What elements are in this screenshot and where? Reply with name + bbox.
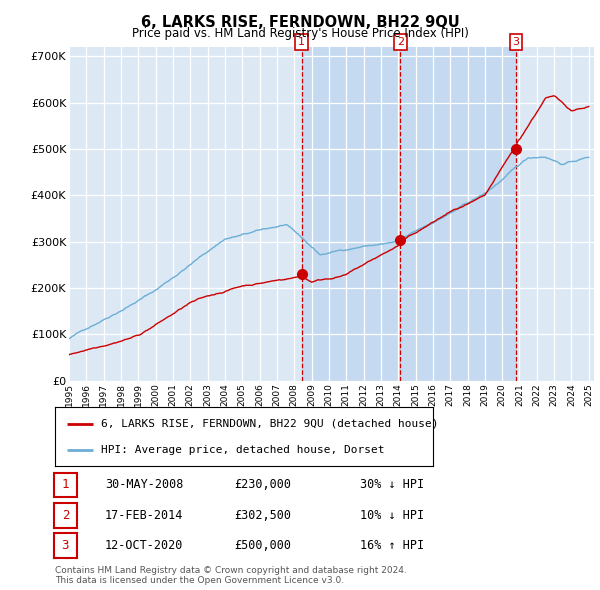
Text: £500,000: £500,000 <box>234 539 291 552</box>
Text: 30% ↓ HPI: 30% ↓ HPI <box>360 478 424 491</box>
Text: 12-OCT-2020: 12-OCT-2020 <box>105 539 184 552</box>
Text: 2: 2 <box>62 509 69 522</box>
Text: 10% ↓ HPI: 10% ↓ HPI <box>360 509 424 522</box>
Text: 2: 2 <box>397 37 404 47</box>
Text: 6, LARKS RISE, FERNDOWN, BH22 9QU (detached house): 6, LARKS RISE, FERNDOWN, BH22 9QU (detac… <box>101 419 438 428</box>
Text: 30-MAY-2008: 30-MAY-2008 <box>105 478 184 491</box>
Text: 1: 1 <box>62 478 69 491</box>
Text: 17-FEB-2014: 17-FEB-2014 <box>105 509 184 522</box>
Text: 3: 3 <box>512 37 520 47</box>
Text: Price paid vs. HM Land Registry's House Price Index (HPI): Price paid vs. HM Land Registry's House … <box>131 27 469 40</box>
Text: Contains HM Land Registry data © Crown copyright and database right 2024.
This d: Contains HM Land Registry data © Crown c… <box>55 566 407 585</box>
Text: 16% ↑ HPI: 16% ↑ HPI <box>360 539 424 552</box>
Text: 6, LARKS RISE, FERNDOWN, BH22 9QU: 6, LARKS RISE, FERNDOWN, BH22 9QU <box>140 15 460 30</box>
Bar <box>302 47 516 381</box>
Text: £302,500: £302,500 <box>234 509 291 522</box>
Text: 3: 3 <box>62 539 69 552</box>
Text: £230,000: £230,000 <box>234 478 291 491</box>
Text: 1: 1 <box>298 37 305 47</box>
Text: HPI: Average price, detached house, Dorset: HPI: Average price, detached house, Dors… <box>101 445 384 454</box>
